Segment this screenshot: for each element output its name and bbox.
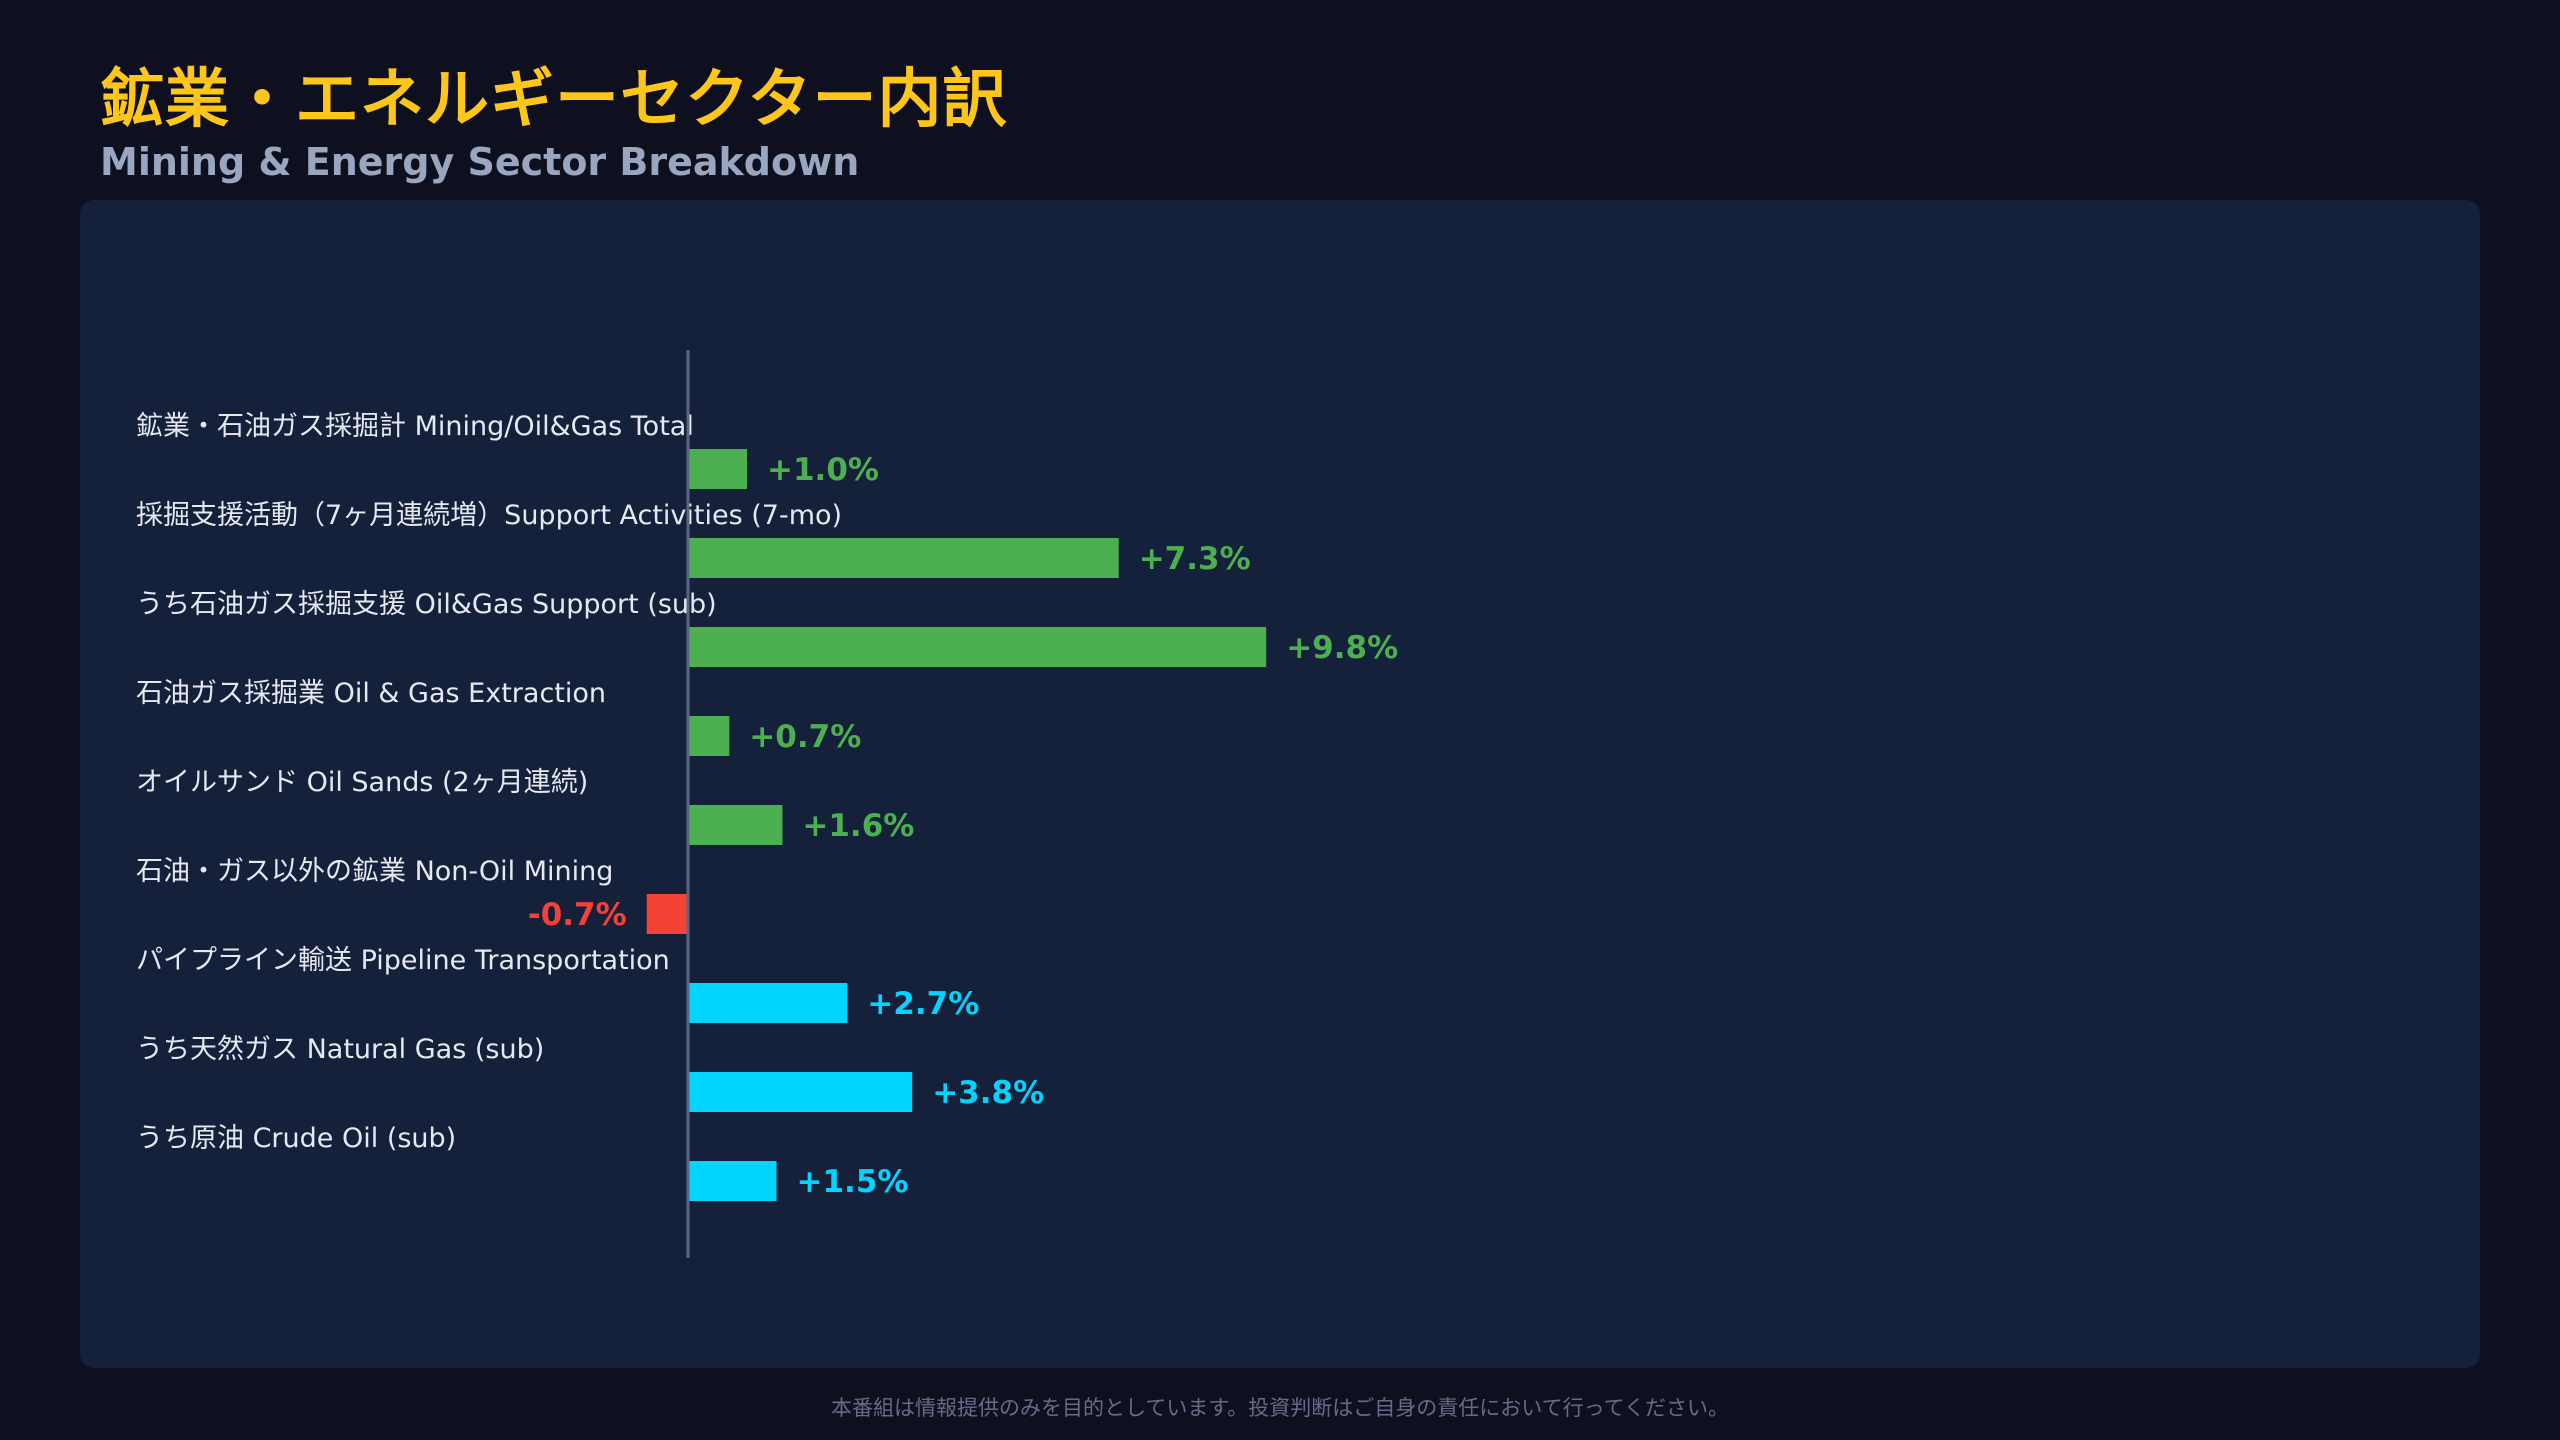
value-label: +9.8% <box>1286 630 1398 666</box>
bar <box>688 716 730 756</box>
category-label: うち天然ガス Natural Gas (sub) <box>136 1034 544 1065</box>
bar <box>688 1161 777 1201</box>
value-label: +1.5% <box>797 1164 909 1200</box>
chart-panel: 鉱業・石油ガス採掘計 Mining/Oil&Gas Total +1.0% 採掘支援… <box>80 200 2480 1368</box>
value-label: +3.8% <box>932 1075 1044 1111</box>
disclaimer-text: 本番組は情報提供のみを目的としています。投資判断はご自身の責任において行ってくだ… <box>831 1396 1729 1420</box>
category-label: 石油ガス採掘業 Oil & Gas Extraction <box>136 678 606 709</box>
category-label: パイプライン輸送 Pipeline Transportation <box>136 945 670 976</box>
category-label: 鉱業・石油ガス採掘計 Mining/Oil&Gas Total <box>136 411 694 442</box>
chart-title: 鉱業・エネルギーセクター内訳 <box>100 63 1008 137</box>
category-label: 採掘支援活動（7ヶ月連続増）Support Activities (7-mo) <box>136 500 842 531</box>
bar <box>688 983 848 1023</box>
category-label: うち石油ガス採掘支援 Oil&Gas Support (sub) <box>136 589 717 620</box>
bar <box>688 538 1119 578</box>
bar <box>646 894 688 934</box>
bar-chart: 鉱業・石油ガス採掘計 Mining/Oil&Gas Total +1.0% 採掘支援… <box>136 350 1398 1258</box>
bar <box>688 805 783 845</box>
value-label: +2.7% <box>867 986 979 1022</box>
value-label: +1.6% <box>802 808 914 844</box>
chart-subtitle: Mining & Energy Sector Breakdown <box>100 140 860 184</box>
bar <box>688 449 747 489</box>
category-label: 石油・ガス以外の鉱業 Non-Oil Mining <box>136 856 613 887</box>
value-label: +1.0% <box>767 452 879 488</box>
bar <box>688 1072 913 1112</box>
category-label: うち原油 Crude Oil (sub) <box>136 1123 456 1154</box>
bar <box>688 627 1267 667</box>
value-label: +0.7% <box>749 719 861 755</box>
value-label: +7.3% <box>1139 541 1251 577</box>
value-label: -0.7% <box>528 897 627 933</box>
category-label: オイルサンド Oil Sands (2ヶ月連続) <box>136 767 588 798</box>
